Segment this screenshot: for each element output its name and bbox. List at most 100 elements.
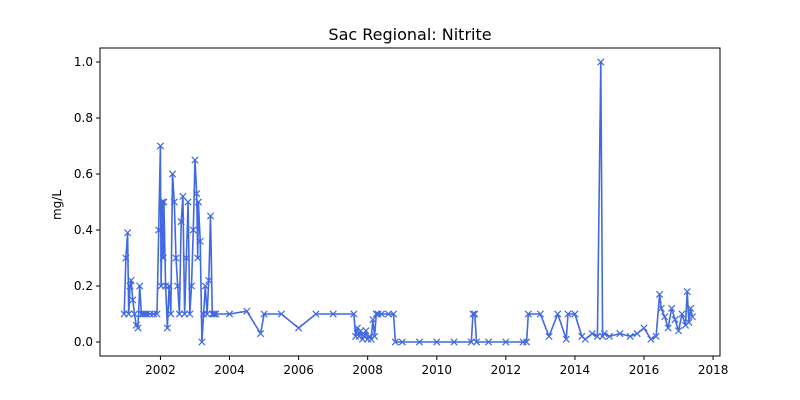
data-point-marker <box>191 156 199 164</box>
data-point-marker <box>225 310 234 318</box>
plot-frame <box>99 47 721 357</box>
data-point-marker <box>130 310 139 318</box>
data-point-marker <box>571 310 579 318</box>
data-point-marker <box>545 332 553 341</box>
y-tick-label: 1.0 <box>74 55 93 69</box>
data-point-marker <box>350 310 358 318</box>
data-point-marker <box>156 142 165 150</box>
data-point-marker <box>605 332 614 341</box>
data-point-marker <box>502 338 510 346</box>
y-tick-label: 0.4 <box>74 223 93 237</box>
data-point-marker <box>212 310 220 318</box>
data-point-marker <box>312 310 320 318</box>
data-point-marker <box>163 324 171 332</box>
data-point-marker <box>647 335 655 343</box>
x-tick-label: 2002 <box>145 363 176 377</box>
data-point-marker <box>384 310 393 318</box>
data-point-marker <box>471 310 479 318</box>
data-point-marker <box>182 254 190 262</box>
data-point-marker <box>616 329 624 338</box>
data-point-marker <box>671 315 679 324</box>
data-point-marker <box>180 310 189 318</box>
data-point-marker <box>158 198 166 206</box>
data-point-marker <box>153 310 161 318</box>
data-point-marker <box>170 198 178 206</box>
x-tick-label: 2016 <box>629 363 660 377</box>
data-point-marker <box>469 310 477 318</box>
data-point-marker <box>633 329 641 338</box>
data-point-marker <box>189 226 197 234</box>
data-point-marker <box>198 338 206 346</box>
data-point-marker <box>370 332 379 341</box>
x-tick-label: 2004 <box>214 363 245 377</box>
data-point-marker <box>205 276 213 285</box>
data-point-marker <box>129 296 137 304</box>
x-tick-label: 2018 <box>698 363 729 377</box>
data-point-marker <box>522 338 531 346</box>
data-point-marker <box>159 254 167 262</box>
data-point-marker <box>536 310 545 318</box>
data-point-marker <box>177 217 185 226</box>
data-point-marker <box>125 310 133 318</box>
series-layer <box>120 58 696 346</box>
data-point-marker <box>206 212 215 220</box>
series-line <box>123 61 694 343</box>
data-point-marker <box>187 282 196 290</box>
data-point-marker <box>524 310 532 318</box>
data-point-marker <box>122 254 130 262</box>
data-point-marker <box>203 310 211 318</box>
data-point-marker <box>433 338 441 346</box>
data-point-marker <box>194 198 203 206</box>
data-point-marker <box>683 287 691 296</box>
data-point-marker <box>172 254 180 262</box>
data-point-marker <box>165 282 173 290</box>
data-point-marker <box>593 332 602 341</box>
y-axis-label: mg/L <box>50 190 64 220</box>
data-point-marker <box>655 290 664 299</box>
data-point-marker <box>600 329 608 338</box>
y-tick-label: 0.0 <box>74 335 93 349</box>
data-point-marker <box>186 310 194 318</box>
data-point-marker <box>687 304 695 313</box>
data-point-marker <box>391 338 399 346</box>
data-point-marker <box>484 338 493 346</box>
data-point-marker <box>588 329 596 338</box>
data-point-marker <box>260 310 268 318</box>
y-tick-label: 0.6 <box>74 167 93 181</box>
data-point-marker <box>398 338 406 346</box>
data-point-marker <box>562 335 570 343</box>
data-point-marker <box>661 313 669 321</box>
data-point-marker <box>640 324 648 332</box>
data-point-marker <box>277 310 285 318</box>
data-point-marker <box>678 310 686 318</box>
data-point-marker <box>564 310 572 318</box>
data-point-marker <box>685 318 693 327</box>
data-point-marker <box>175 310 184 318</box>
data-point-marker <box>415 338 424 346</box>
data-point-marker <box>127 276 135 285</box>
data-point-marker <box>141 310 149 318</box>
data-point-marker <box>554 310 562 318</box>
data-point-marker <box>136 282 144 290</box>
axes-layer: 2002 2004 2006 2008 2010 2012 2014 2016 2018 0.0 0… <box>74 47 729 377</box>
data-point-marker <box>652 332 660 341</box>
data-point-marker <box>124 229 132 237</box>
data-point-marker <box>467 338 475 346</box>
chart-title: Sac Regional: Nitrite <box>328 25 491 44</box>
data-point-marker <box>377 310 386 318</box>
data-point-marker <box>389 310 398 318</box>
data-point-marker <box>193 189 201 198</box>
data-point-marker <box>668 304 676 313</box>
data-point-marker <box>357 327 365 335</box>
data-point-marker <box>167 310 175 318</box>
y-tick-label: 0.2 <box>74 279 93 293</box>
data-point-marker <box>184 198 192 206</box>
y-tick-label: 0.8 <box>74 111 93 125</box>
data-point-marker <box>179 192 187 201</box>
x-tick-label: 2010 <box>421 363 452 377</box>
data-point-marker <box>450 338 458 346</box>
data-point-marker <box>168 170 177 178</box>
data-point-marker <box>597 58 605 66</box>
data-point-marker <box>372 310 380 318</box>
